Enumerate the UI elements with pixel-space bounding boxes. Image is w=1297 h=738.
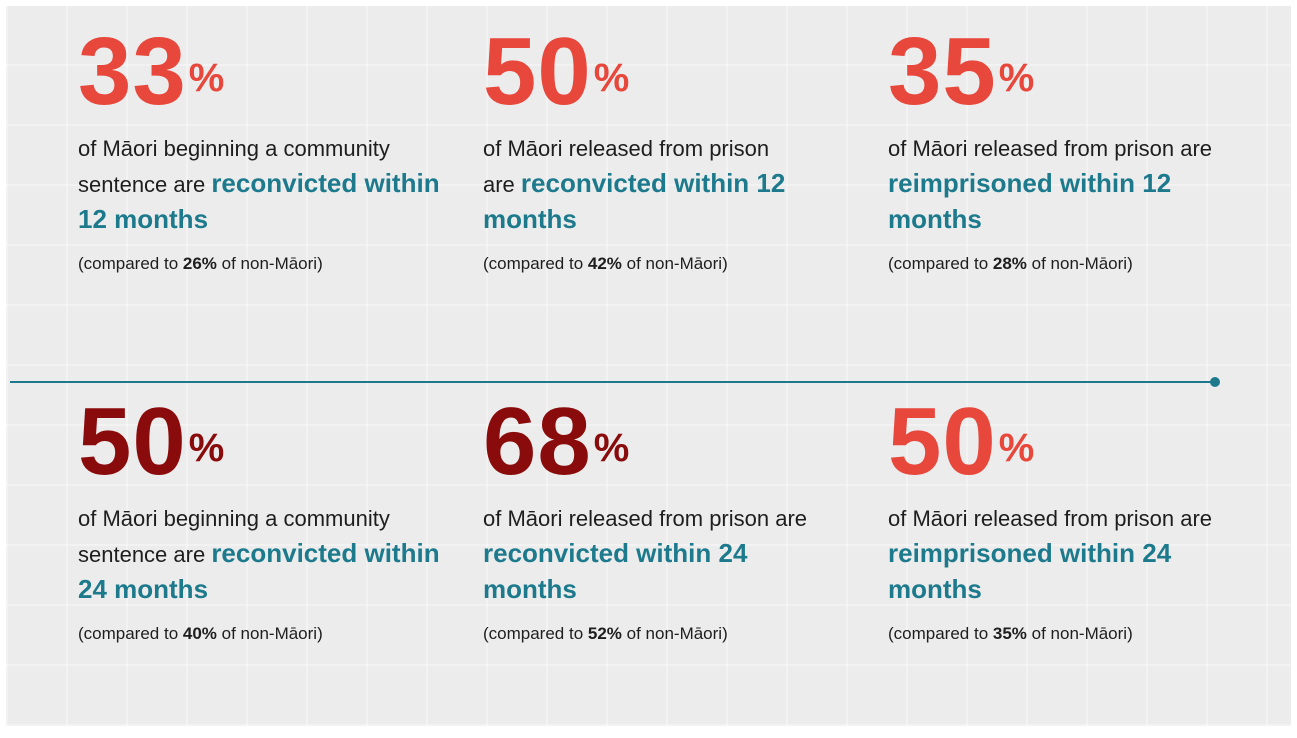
- comparison-value: 40%: [182, 624, 217, 643]
- stat-description: of Māori released from prison are reconv…: [483, 132, 793, 238]
- stat-number: 68%: [483, 394, 823, 490]
- percent-sign: %: [188, 426, 226, 470]
- stat-value: 50: [483, 18, 592, 125]
- stat-description: of Māori beginning a community sentence …: [78, 502, 448, 608]
- comparison-prefix: (compared to: [888, 254, 993, 273]
- stat-description: of Māori released from prison are reconv…: [483, 502, 823, 608]
- comparison-value: 26%: [182, 254, 217, 273]
- comparison-prefix: (compared to: [483, 254, 588, 273]
- description-highlight: reimprisoned within 24 months: [888, 538, 1172, 604]
- comparison-suffix: of non-Māori): [216, 254, 323, 273]
- comparison-suffix: of non-Māori): [621, 254, 728, 273]
- stat-description: of Māori released from prison are reimpr…: [888, 132, 1218, 238]
- stat-card: 50% of Māori beginning a community senten…: [78, 394, 448, 644]
- stat-value: 68: [483, 388, 592, 495]
- comparison-suffix: of non-Māori): [1026, 624, 1133, 643]
- stat-description: of Māori released from prison are reimpr…: [888, 502, 1218, 608]
- divider: [10, 381, 1215, 383]
- comparison: (compared to 35% of non-Māori): [888, 624, 1218, 644]
- percent-sign: %: [188, 56, 226, 100]
- comparison: (compared to 28% of non-Māori): [888, 254, 1218, 274]
- description-highlight: reimprisoned within 12 months: [888, 168, 1172, 234]
- stat-number: 50%: [483, 24, 793, 120]
- description-highlight: reconvicted within 12 months: [483, 168, 786, 234]
- comparison-value: 28%: [992, 254, 1027, 273]
- description-text: of Māori released from prison are: [483, 136, 770, 197]
- stat-card: 33% of Māori beginning a community senten…: [78, 24, 448, 274]
- stat-card: 50% of Māori released from prison are rei…: [888, 394, 1218, 644]
- description-text: of Māori beginning a community sentence …: [78, 136, 390, 197]
- stat-card: 35% of Māori released from prison are rei…: [888, 24, 1218, 274]
- comparison: (compared to 52% of non-Māori): [483, 624, 823, 644]
- stat-description: of Māori beginning a community sentence …: [78, 132, 448, 238]
- comparison: (compared to 26% of non-Māori): [78, 254, 448, 274]
- percent-sign: %: [593, 426, 631, 470]
- stat-number: 50%: [78, 394, 448, 490]
- description-text: of Māori released from prison are: [888, 506, 1213, 531]
- comparison-suffix: of non-Māori): [216, 624, 323, 643]
- comparison: (compared to 40% of non-Māori): [78, 624, 448, 644]
- comparison-value: 42%: [587, 254, 622, 273]
- stat-card: 50% of Māori released from prison are rec…: [483, 24, 793, 274]
- stat-number: 33%: [78, 24, 448, 120]
- comparison-prefix: (compared to: [888, 624, 993, 643]
- percent-sign: %: [998, 56, 1036, 100]
- description-text: of Māori beginning a community sentence …: [78, 506, 390, 567]
- stat-value: 50: [78, 388, 187, 495]
- description-highlight: reconvicted within 24 months: [78, 538, 440, 604]
- description-highlight: reconvicted within 12 months: [78, 168, 440, 234]
- stat-value: 35: [888, 18, 997, 125]
- comparison-suffix: of non-Māori): [621, 624, 728, 643]
- comparison-value: 52%: [587, 624, 622, 643]
- divider-dot: [1210, 377, 1220, 387]
- percent-sign: %: [593, 56, 631, 100]
- comparison-prefix: (compared to: [78, 254, 183, 273]
- comparison-prefix: (compared to: [78, 624, 183, 643]
- stat-number: 35%: [888, 24, 1218, 120]
- stat-number: 50%: [888, 394, 1218, 490]
- comparison-prefix: (compared to: [483, 624, 588, 643]
- percent-sign: %: [998, 426, 1036, 470]
- comparison-value: 35%: [992, 624, 1027, 643]
- description-text: of Māori released from prison are: [888, 136, 1213, 161]
- stat-value: 50: [888, 388, 997, 495]
- comparison-suffix: of non-Māori): [1026, 254, 1133, 273]
- stat-value: 33: [78, 18, 187, 125]
- description-text: of Māori released from prison are: [483, 506, 808, 531]
- comparison: (compared to 42% of non-Māori): [483, 254, 793, 274]
- description-highlight: reconvicted within 24 months: [483, 538, 748, 604]
- infographic: 33% of Māori beginning a community senten…: [6, 6, 1291, 726]
- stat-card: 68% of Māori released from prison are rec…: [483, 394, 823, 644]
